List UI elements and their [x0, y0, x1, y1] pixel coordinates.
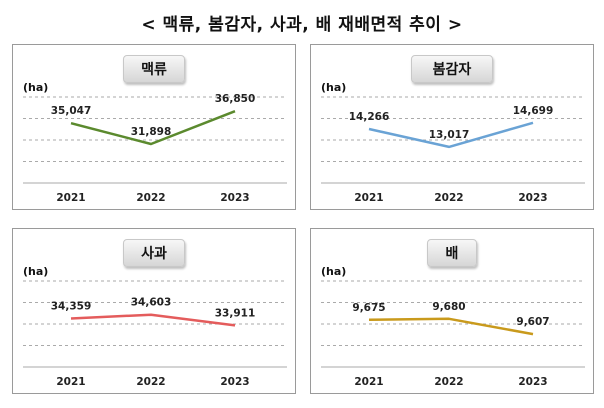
line-chart: 35,047 31,898 36,850 2021 2022 2023 [23, 93, 287, 204]
x-tick-label: 2022 [136, 192, 165, 204]
x-tick-label: 2022 [434, 376, 463, 388]
x-tick-label: 2021 [354, 376, 383, 388]
data-label: 33,911 [215, 307, 256, 319]
y-unit-label: (ha) [23, 81, 49, 94]
line-chart: 34,359 34,603 33,911 2021 2022 2023 [23, 280, 287, 388]
data-label: 14,266 [349, 111, 390, 123]
y-unit-label: (ha) [23, 265, 49, 278]
y-unit-label: (ha) [321, 81, 347, 94]
x-tick-label: 2022 [434, 192, 463, 204]
x-tick-label: 2021 [354, 192, 383, 204]
series-line [368, 121, 534, 149]
panel-title: 맥류 [123, 55, 185, 83]
chart-panel-0: 맥류 (ha) 35,047 31,898 36,850 2021 2022 2023 [12, 44, 296, 210]
x-tick-label: 2023 [518, 376, 547, 388]
y-unit-label: (ha) [321, 265, 347, 278]
x-tick-label: 2022 [136, 376, 165, 388]
series-line [368, 317, 534, 336]
panel-title: 사과 [123, 239, 185, 267]
line-chart: 9,675 9,680 9,607 2021 2022 2023 [321, 280, 585, 388]
data-label: 31,898 [131, 126, 172, 138]
data-label: 14,699 [513, 105, 554, 117]
x-tick-label: 2021 [56, 376, 85, 388]
x-tick-label: 2023 [220, 192, 249, 204]
data-label: 9,607 [516, 316, 549, 328]
panel-title: 봄감자 [411, 55, 493, 83]
chart-panel-1: 봄감자 (ha) 14,266 13,017 14,699 2021 2022 2023 [310, 44, 594, 210]
data-label: 9,675 [352, 302, 385, 314]
data-label: 35,047 [51, 105, 92, 117]
panel-title: 배 [427, 239, 477, 267]
data-label: 34,359 [51, 301, 92, 313]
page-title: < 맥류, 봄감자, 사과, 배 재배면적 추이 > [141, 15, 463, 35]
data-label: 34,603 [131, 297, 172, 309]
chart-panel-3: 배 (ha) 9,675 9,680 9,607 2021 2022 2023 [310, 228, 594, 394]
x-tick-label: 2023 [220, 376, 249, 388]
series-line [70, 110, 236, 146]
line-chart: 14,266 13,017 14,699 2021 2022 2023 [321, 96, 585, 204]
data-label: 9,680 [432, 301, 465, 313]
x-tick-label: 2023 [518, 192, 547, 204]
chart-panel-2: 사과 (ha) 34,359 34,603 33,911 2021 2022 2023 [12, 228, 296, 394]
series-line [70, 313, 236, 327]
x-tick-label: 2021 [56, 192, 85, 204]
data-label: 13,017 [429, 129, 470, 141]
data-label: 36,850 [215, 93, 256, 105]
